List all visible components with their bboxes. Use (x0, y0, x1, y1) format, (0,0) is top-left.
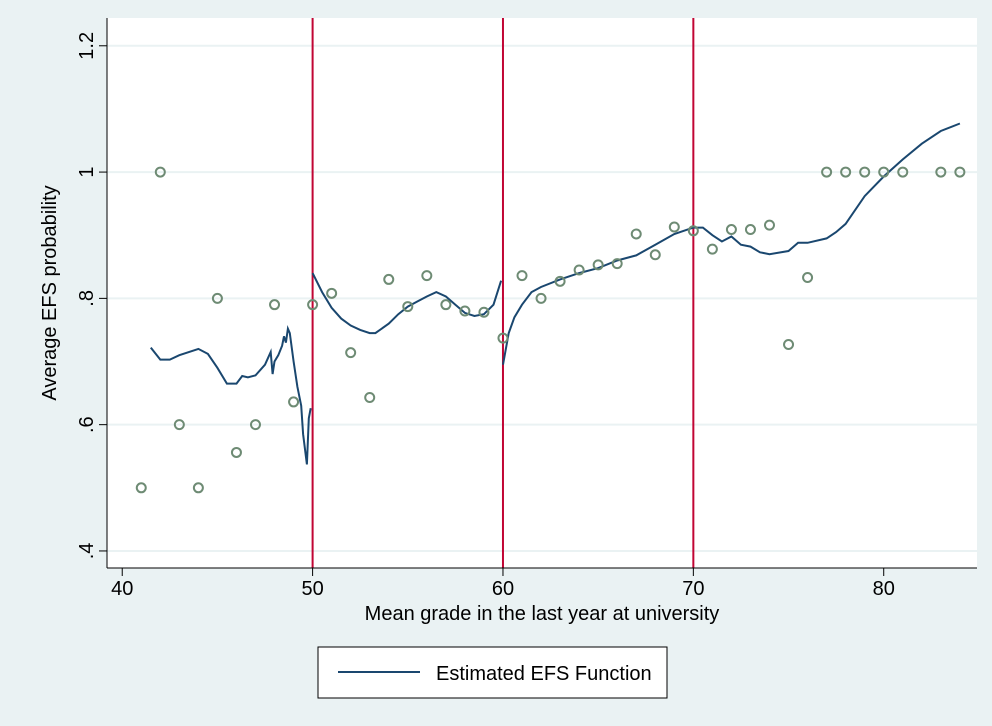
point (269, 299, 281, 311)
point (630, 228, 642, 240)
point (744, 224, 756, 236)
efs-line (150, 122, 961, 465)
point (497, 332, 509, 344)
point (345, 347, 357, 359)
point (573, 264, 585, 276)
point (611, 258, 623, 270)
point (783, 338, 795, 350)
point (173, 419, 185, 431)
x-tick-label: 40 (111, 578, 133, 600)
point (763, 219, 775, 231)
point (935, 166, 947, 178)
point (440, 299, 452, 311)
y-tick-label: 1 (76, 167, 98, 178)
legend-label: Estimated EFS Function (436, 663, 652, 685)
point (802, 272, 814, 284)
point (326, 287, 338, 299)
point (249, 419, 261, 431)
point (230, 446, 242, 458)
point (592, 259, 604, 271)
x-tick-label: 70 (682, 578, 704, 600)
point (897, 166, 909, 178)
point (516, 270, 528, 282)
point (459, 305, 471, 317)
point (192, 482, 204, 494)
point (402, 301, 414, 313)
y-tick-label: .8 (76, 290, 98, 307)
x-tick-label: 50 (301, 578, 323, 600)
x-tick-label: 80 (873, 578, 895, 600)
y-tick-label: .4 (76, 543, 98, 560)
point (478, 306, 490, 318)
point (821, 166, 833, 178)
point (840, 166, 852, 178)
point (211, 292, 223, 304)
y-axis-label: Average EFS probability (39, 185, 61, 400)
point (706, 243, 718, 255)
point (383, 273, 395, 285)
point (154, 166, 166, 178)
y-tick-label: 1.2 (76, 32, 98, 60)
point (421, 270, 433, 282)
point (554, 275, 566, 287)
point (364, 392, 376, 404)
point (649, 249, 661, 261)
point (135, 482, 147, 494)
point (954, 166, 966, 178)
point (725, 224, 737, 236)
x-axis-label: Mean grade in the last year at universit… (365, 603, 720, 625)
point (288, 396, 300, 408)
point (859, 166, 871, 178)
point (668, 221, 680, 233)
y-tick-label: .6 (76, 416, 98, 433)
point (687, 225, 699, 237)
point (535, 292, 547, 304)
point (878, 166, 890, 178)
x-tick-label: 60 (492, 578, 514, 600)
point (307, 299, 319, 311)
